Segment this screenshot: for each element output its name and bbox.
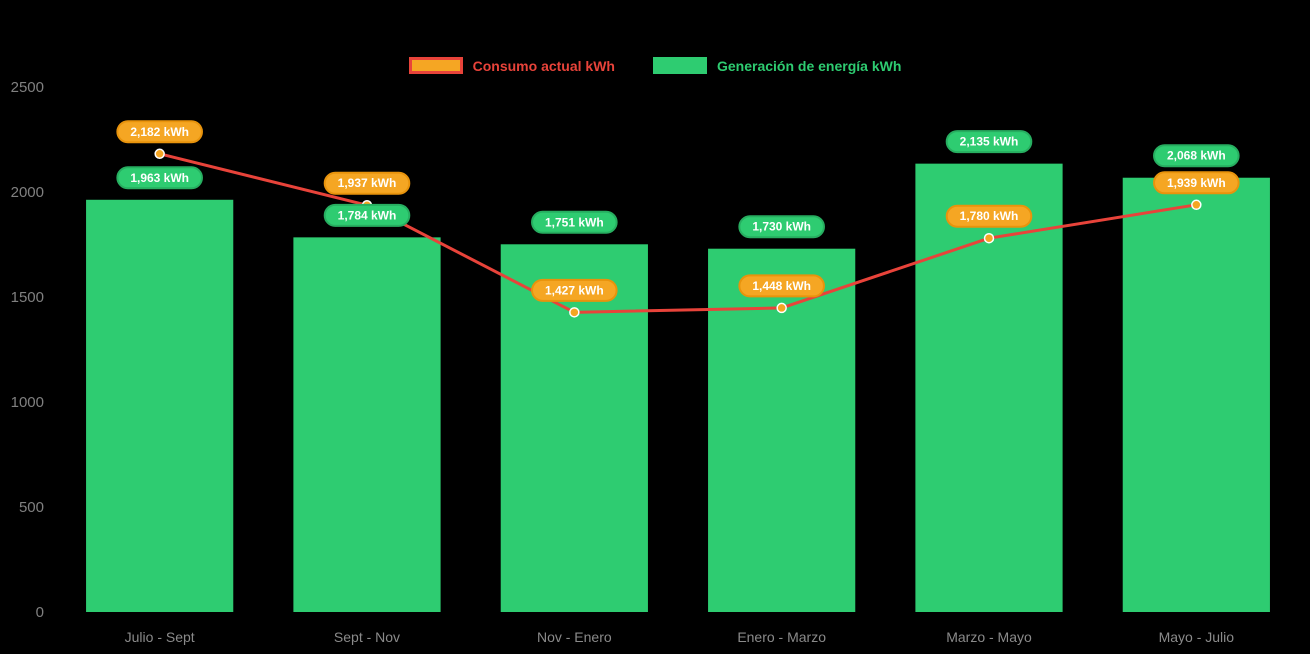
- y-axis-tick-label: 500: [19, 499, 44, 516]
- consumo-point[interactable]: [776, 302, 787, 314]
- y-axis-tick-label: 2000: [11, 184, 44, 201]
- y-axis-tick-label: 0: [36, 604, 44, 621]
- consumo-value-badge: [1153, 171, 1240, 195]
- x-axis-category-label: Sept - Nov: [334, 629, 400, 645]
- consumo-value-label: 1,427 kWh: [545, 283, 604, 297]
- consumo-value-badge: [116, 120, 203, 144]
- consumo-value-badge: [531, 278, 618, 302]
- x-axis-category-label: Julio - Sept: [125, 629, 195, 645]
- x-axis-category-label: Marzo - Mayo: [946, 629, 1032, 645]
- consumo-legend-label: Consumo actual kWh: [472, 57, 615, 74]
- consumo-value-badge: [945, 204, 1033, 228]
- generacion-value-badge: [945, 130, 1033, 154]
- generacion-value-label: 1,730 kWh: [752, 220, 811, 234]
- legend-item-generacion[interactable]: Generación de energía kWh: [652, 57, 902, 74]
- x-axis-category-label: Enero - Marzo: [737, 629, 826, 645]
- legend-item-consumo[interactable]: Consumo actual kWh: [408, 57, 615, 74]
- consumo-point[interactable]: [569, 307, 580, 318]
- generacion-bar[interactable]: [500, 244, 648, 613]
- generacion-bar[interactable]: [1122, 177, 1270, 612]
- generacion-legend-label: Generación de energía kWh: [716, 57, 902, 74]
- generacion-value-badge: [323, 203, 411, 227]
- consumo-line: [158, 152, 1198, 314]
- x-axis-category-label: Mayo - Julio: [1159, 629, 1235, 645]
- y-axis-tick-label: 1500: [11, 289, 44, 306]
- consumo-value-label: 1,939 kWh: [1167, 176, 1226, 190]
- consumo-point[interactable]: [983, 232, 995, 244]
- generacion-bar[interactable]: [293, 237, 441, 613]
- consumo-value-label: 2,182 kWh: [130, 125, 189, 139]
- y-axis-tick-label: 2500: [11, 79, 44, 96]
- generacion-value-badge: [531, 210, 618, 234]
- generacion-value-label: 2,068 kWh: [1167, 149, 1226, 163]
- consumo-point[interactable]: [154, 148, 165, 160]
- consumo-value-badge: [323, 171, 411, 195]
- generacion-value-label: 2,135 kWh: [960, 135, 1019, 149]
- generacion-value-badge: [1153, 144, 1240, 168]
- x-axis-category-label: Nov - Enero: [537, 629, 612, 645]
- chart-legend: Consumo actual kWh Generación de energía…: [0, 57, 1310, 74]
- generacion-value-badge: [738, 215, 825, 239]
- generacion-value-label: 1,751 kWh: [545, 215, 604, 229]
- consumo-value-label: 1,448 kWh: [752, 279, 811, 293]
- consumo-value-label: 1,780 kWh: [960, 209, 1019, 223]
- generacion-bar[interactable]: [86, 199, 234, 612]
- generacion-value-label: 1,784 kWh: [338, 208, 397, 222]
- generacion-value-badge: [116, 166, 203, 190]
- generacion-legend-swatch: [652, 57, 707, 74]
- y-axis-tick-label: 1000: [11, 394, 44, 411]
- consumo-point[interactable]: [1191, 199, 1202, 211]
- consumo-legend-swatch: [408, 57, 463, 74]
- consumo-value-label: 1,937 kWh: [338, 176, 397, 190]
- generacion-value-label: 1,963 kWh: [130, 171, 189, 185]
- consumo-value-badge: [738, 274, 825, 298]
